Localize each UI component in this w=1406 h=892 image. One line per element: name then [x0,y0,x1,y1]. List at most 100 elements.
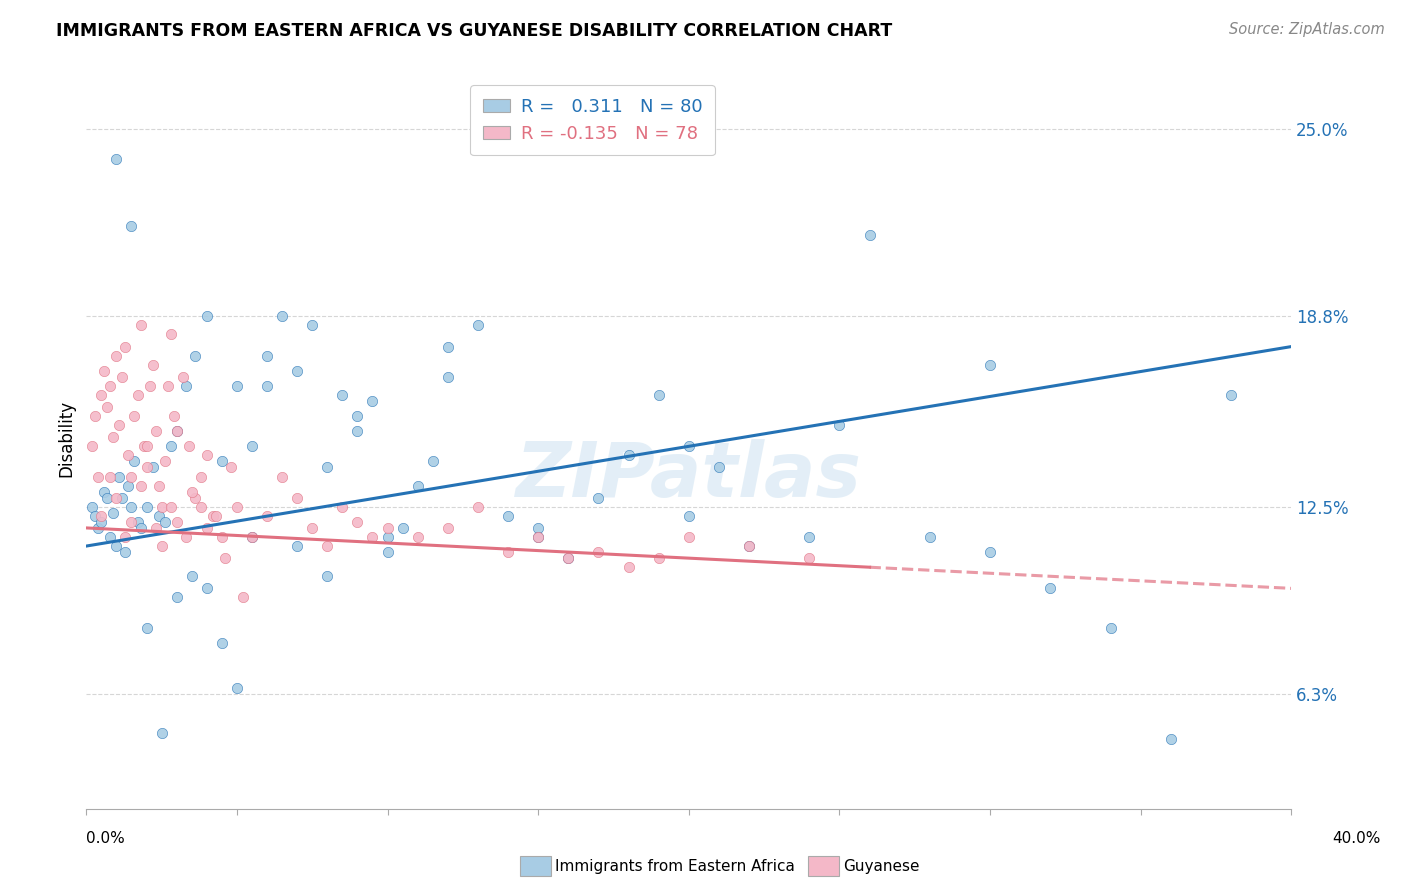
Point [219,460,242,475]
Point [240,439,263,453]
Point [108,418,131,433]
Point [496,545,519,559]
Point [114,545,136,559]
Point [111,491,134,505]
Point [159,500,181,514]
Point [211,530,233,544]
Point [190,469,212,483]
Point [361,394,384,409]
Point [738,539,761,553]
Point [436,340,458,354]
Point [96,491,118,505]
Point [1160,732,1182,747]
Point [135,460,157,475]
Point [799,551,821,566]
Point [153,454,176,468]
Point [163,409,186,423]
Point [138,379,160,393]
Point [979,358,1001,372]
Point [166,424,188,438]
Point [135,500,157,514]
Point [332,388,354,402]
Point [127,515,149,529]
Point [391,521,413,535]
Point [150,726,173,740]
Text: Immigrants from Eastern Africa: Immigrants from Eastern Africa [555,859,796,873]
Point [377,530,399,544]
Point [858,227,880,242]
Point [105,539,128,553]
Point [467,500,489,514]
Point [100,469,122,483]
Point [647,551,669,566]
Point [195,521,218,535]
Point [707,460,730,475]
Text: Guyanese: Guyanese [844,859,920,873]
Point [117,449,139,463]
Point [124,454,146,468]
Point [617,560,640,574]
Point [332,500,354,514]
Point [361,530,384,544]
Point [180,484,202,499]
Point [527,521,550,535]
Point [93,484,115,499]
Point [271,469,294,483]
Point [285,491,308,505]
Point [678,439,700,453]
Point [406,478,429,492]
Point [114,340,136,354]
Point [166,591,188,605]
Y-axis label: Disability: Disability [58,401,75,477]
Point [100,530,122,544]
Point [150,500,173,514]
Point [1099,621,1122,635]
Point [205,508,228,523]
Point [738,539,761,553]
Point [918,530,941,544]
Point [195,310,218,324]
Point [647,388,669,402]
Text: Source: ZipAtlas.com: Source: ZipAtlas.com [1229,22,1385,37]
Point [90,508,112,523]
Point [166,424,188,438]
Text: ZIPatlas: ZIPatlas [516,439,862,513]
Point [129,478,152,492]
Point [316,460,339,475]
Point [124,409,146,423]
Point [346,424,368,438]
Point [121,219,143,233]
Point [142,358,165,372]
Point [153,515,176,529]
Point [211,454,233,468]
Point [436,369,458,384]
Point [159,439,181,453]
Point [467,318,489,333]
Point [90,515,112,529]
Text: IMMIGRANTS FROM EASTERN AFRICA VS GUYANESE DISABILITY CORRELATION CHART: IMMIGRANTS FROM EASTERN AFRICA VS GUYANE… [56,22,893,40]
Point [285,539,308,553]
Point [799,530,821,544]
Point [557,551,579,566]
Point [588,545,610,559]
Point [145,424,167,438]
Point [436,521,458,535]
Point [148,478,170,492]
Point [105,349,128,363]
Point [271,310,294,324]
Point [150,539,173,553]
Point [90,388,112,402]
Point [232,591,254,605]
Point [1039,582,1062,596]
Point [129,521,152,535]
Point [184,491,207,505]
Point [226,500,249,514]
Point [240,530,263,544]
Point [214,551,236,566]
Point [301,521,323,535]
Point [377,521,399,535]
Point [93,364,115,378]
Point [226,681,249,695]
Point [129,318,152,333]
Point [617,449,640,463]
